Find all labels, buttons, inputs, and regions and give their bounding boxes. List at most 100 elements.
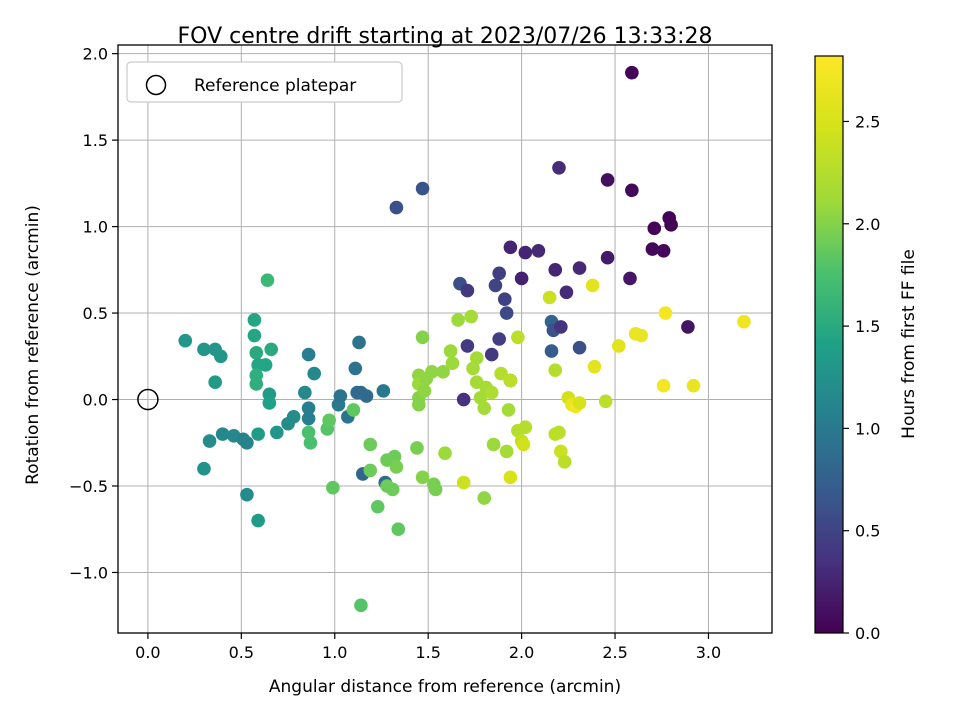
data-point: [494, 366, 508, 381]
data-point: [647, 221, 662, 236]
reference-platepar-marker: [137, 388, 159, 411]
y-axis-ticks: −1.0 −0.5 0.0 0.5 1.0 1.5 2.0: [69, 45, 118, 582]
data-point: [286, 410, 301, 424]
colorbar-tick-label: 1.5: [855, 317, 880, 336]
data-point: [410, 441, 424, 455]
data-point: [348, 361, 363, 376]
colorbar-tick-label: 1.0: [855, 419, 880, 438]
y-tick-label: −0.5: [69, 477, 108, 496]
data-point: [484, 347, 499, 362]
data-point: [247, 328, 262, 343]
colorbar-tick-label: 0.0: [855, 624, 880, 643]
x-tick-label: 0.0: [135, 643, 160, 662]
legend: Reference platepar: [126, 61, 403, 103]
y-tick-label: 1.5: [83, 131, 108, 150]
data-point: [572, 396, 587, 410]
data-point: [249, 346, 264, 360]
x-tick-label: 3.0: [696, 643, 721, 662]
data-point: [412, 397, 426, 412]
data-point: [307, 366, 322, 381]
data-point: [548, 263, 563, 277]
data-point: [488, 278, 503, 293]
data-point: [298, 385, 312, 400]
data-point: [258, 358, 273, 372]
y-tick-label: 1.0: [83, 218, 108, 237]
data-point: [333, 389, 348, 403]
data-point: [391, 522, 406, 537]
data-point: [247, 313, 262, 327]
data-point: [208, 375, 222, 390]
data-point: [443, 344, 458, 358]
data-point: [486, 437, 501, 452]
plot-frame: [117, 44, 773, 634]
data-point: [503, 373, 518, 388]
data-point: [497, 292, 512, 307]
y-tick-label: 2.0: [83, 45, 108, 64]
data-point: [598, 394, 613, 409]
data-point: [600, 173, 615, 187]
data-point: [322, 413, 336, 428]
data-point: [554, 320, 568, 334]
data-point: [346, 403, 361, 417]
data-point: [389, 200, 404, 215]
data-point: [737, 314, 751, 329]
data-point: [240, 435, 254, 450]
data-point: [552, 160, 566, 175]
data-point: [658, 306, 673, 320]
legend-box: [126, 61, 403, 103]
colorbar-gradient: [814, 55, 844, 634]
data-point: [585, 278, 600, 293]
x-axis-label: Angular distance from reference (arcmin): [269, 677, 621, 697]
data-point: [445, 356, 460, 371]
data-point: [686, 378, 701, 393]
data-point: [215, 427, 230, 441]
data-point: [436, 365, 450, 379]
data-point: [428, 482, 443, 497]
data-point: [249, 377, 264, 391]
data-points: [178, 65, 751, 613]
data-point: [531, 244, 546, 258]
data-point: [240, 487, 254, 502]
x-tick-label: 2.0: [509, 643, 534, 662]
data-point: [542, 290, 557, 305]
data-point: [387, 449, 402, 464]
data-point: [544, 344, 559, 358]
data-point: [460, 283, 475, 298]
data-point: [645, 242, 660, 256]
data-point: [301, 347, 316, 362]
data-point: [301, 401, 316, 415]
data-point: [656, 244, 671, 258]
data-point: [202, 434, 217, 448]
data-point: [464, 309, 478, 324]
data-point: [359, 389, 374, 403]
data-point: [600, 250, 615, 265]
colorbar-ticks: 0.0 0.5 1.0 1.5 2.0 2.5: [843, 112, 880, 643]
data-point: [301, 425, 316, 440]
colorbar-tick-label: 2.0: [855, 215, 880, 234]
colorbar-tick-label: 0.5: [855, 522, 880, 541]
data-point: [370, 499, 385, 514]
data-point: [681, 320, 695, 334]
data-point: [511, 330, 525, 345]
x-tick-label: 1.5: [415, 643, 440, 662]
x-axis-ticks: 0.0 0.5 1.0 1.5 2.0 2.5 3.0: [135, 633, 721, 662]
data-point: [625, 183, 639, 198]
data-point: [518, 420, 533, 435]
legend-marker: [145, 74, 167, 96]
data-point: [587, 359, 602, 374]
data-point: [492, 332, 506, 346]
y-tick-label: 0.5: [83, 304, 108, 323]
data-point: [514, 271, 529, 286]
data-point: [456, 475, 471, 490]
data-point: [451, 313, 465, 327]
data-point: [352, 335, 366, 350]
data-point: [518, 245, 533, 260]
x-tick-label: 0.5: [229, 643, 254, 662]
data-point: [492, 266, 506, 281]
data-point: [376, 384, 391, 398]
data-point: [554, 444, 568, 459]
y-axis-label: Rotation from reference (arcmin): [23, 205, 43, 485]
y-tick-label: 0.0: [83, 391, 108, 410]
data-point: [625, 65, 639, 80]
